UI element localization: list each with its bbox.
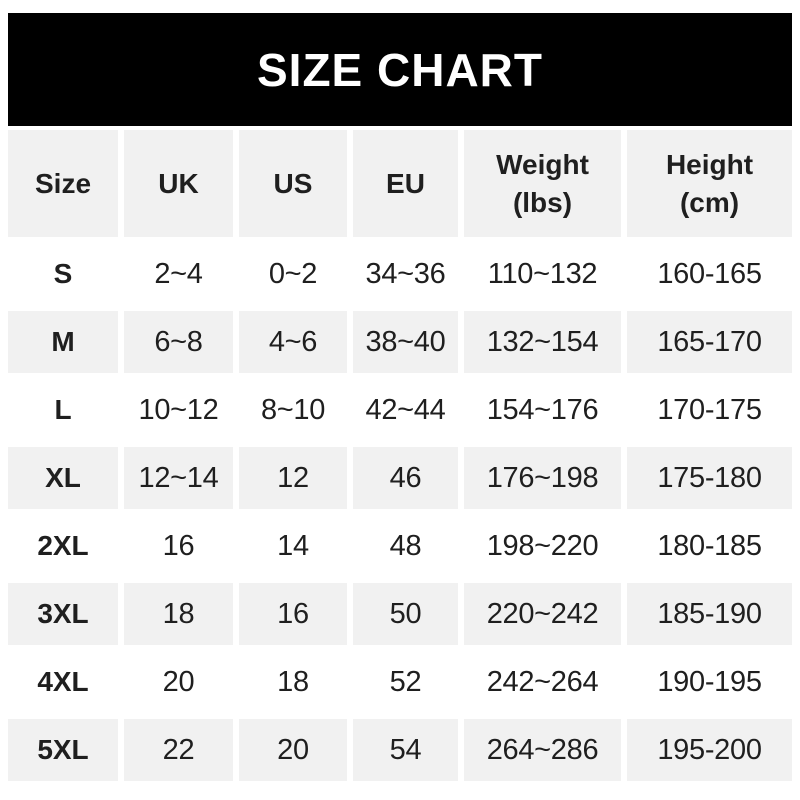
cell-size: 4XL <box>8 651 118 713</box>
size-table: Size UK US EU Weight (lbs) Height (cm) <box>8 130 792 781</box>
cell-uk: 20 <box>124 651 233 713</box>
cell-eu: 34~36 <box>353 243 458 305</box>
cell-uk: 18 <box>124 583 233 645</box>
cell-eu: 54 <box>353 719 458 781</box>
cell-height: 165-170 <box>627 311 792 373</box>
cell-us: 4~6 <box>239 311 347 373</box>
cell-us: 16 <box>239 583 347 645</box>
cell-uk: 12~14 <box>124 447 233 509</box>
cell-size: 5XL <box>8 719 118 781</box>
cell-size: 2XL <box>8 515 118 577</box>
cell-us: 8~10 <box>239 379 347 441</box>
cell-weight: 154~176 <box>464 379 621 441</box>
cell-us: 18 <box>239 651 347 713</box>
cell-us: 12 <box>239 447 347 509</box>
cell-weight: 176~198 <box>464 447 621 509</box>
header-sublabel: (lbs) <box>512 186 573 218</box>
cell-height: 160-165 <box>627 243 792 305</box>
cell-uk: 10~12 <box>124 379 233 441</box>
cell-size: XL <box>8 447 118 509</box>
cell-size: 3XL <box>8 583 118 645</box>
cell-uk: 16 <box>124 515 233 577</box>
cell-weight: 242~264 <box>464 651 621 713</box>
cell-weight: 264~286 <box>464 719 621 781</box>
cell-height: 175-180 <box>627 447 792 509</box>
header-sublabel: (cm) <box>679 186 740 218</box>
cell-us: 0~2 <box>239 243 347 305</box>
cell-eu: 42~44 <box>353 379 458 441</box>
cell-size: L <box>8 379 118 441</box>
cell-size: M <box>8 311 118 373</box>
cell-height: 195-200 <box>627 719 792 781</box>
cell-height: 170-175 <box>627 379 792 441</box>
cell-height: 180-185 <box>627 515 792 577</box>
cell-eu: 50 <box>353 583 458 645</box>
header-label: Size <box>34 167 92 199</box>
header-label: Weight <box>496 148 589 180</box>
cell-eu: 48 <box>353 515 458 577</box>
cell-height: 190-195 <box>627 651 792 713</box>
header-cell-height: Height (cm) <box>627 130 792 237</box>
cell-us: 20 <box>239 719 347 781</box>
cell-weight: 198~220 <box>464 515 621 577</box>
header-label: EU <box>386 167 425 199</box>
header-label: Height <box>665 148 754 180</box>
cell-uk: 22 <box>124 719 233 781</box>
header-cell-size: Size <box>8 130 118 237</box>
cell-eu: 52 <box>353 651 458 713</box>
cell-weight: 132~154 <box>464 311 621 373</box>
cell-us: 14 <box>239 515 347 577</box>
cell-uk: 2~4 <box>124 243 233 305</box>
cell-height: 185-190 <box>627 583 792 645</box>
banner: SIZE CHART <box>8 13 792 126</box>
header-cell-weight: Weight (lbs) <box>464 130 621 237</box>
cell-uk: 6~8 <box>124 311 233 373</box>
cell-eu: 38~40 <box>353 311 458 373</box>
header-label: US <box>273 167 313 199</box>
page-title: SIZE CHART <box>257 43 543 96</box>
cell-weight: 220~242 <box>464 583 621 645</box>
header-label: UK <box>158 167 199 199</box>
header-cell-uk: UK <box>124 130 233 237</box>
header-cell-us: US <box>239 130 347 237</box>
cell-weight: 110~132 <box>464 243 621 305</box>
header-cell-eu: EU <box>353 130 458 237</box>
cell-eu: 46 <box>353 447 458 509</box>
cell-size: S <box>8 243 118 305</box>
